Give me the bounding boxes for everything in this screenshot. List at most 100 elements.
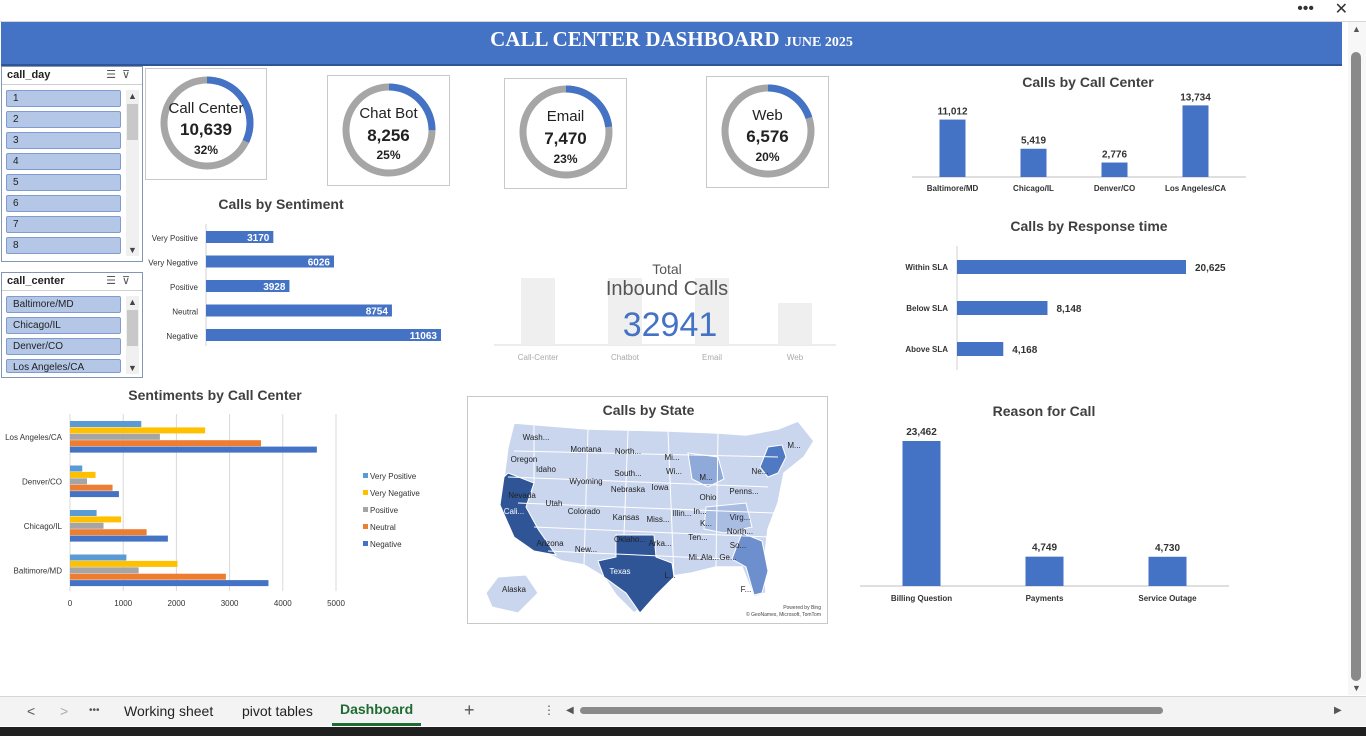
bar: [957, 260, 1186, 274]
map-label-layer: Wash... Montana North... Mi... Oregon Idaho So…: [478, 417, 823, 617]
state-label: Cali...: [503, 507, 525, 516]
state-label: Virg...: [729, 513, 751, 522]
map-credit-geo: © GeoNames, Microsoft, TomTom: [746, 612, 821, 618]
kpi-label: Chat Bot: [359, 105, 418, 122]
bar: [70, 560, 178, 567]
scroll-thumb[interactable]: [127, 310, 138, 346]
state-label: Ne...: [751, 467, 769, 476]
state-label: Utah: [545, 499, 563, 508]
bar: [70, 529, 147, 536]
slicer-scrollbar[interactable]: ▲ ▼: [126, 90, 139, 256]
vertical-scroll-thumb[interactable]: [1351, 52, 1361, 681]
state-label: Colorado: [567, 507, 601, 516]
california-region[interactable]: [499, 472, 558, 556]
state-label: Arka...: [648, 539, 672, 548]
clear-filter-icon[interactable]: ⊽: [121, 275, 136, 287]
horizontal-scroll-thumb[interactable]: [580, 707, 1163, 714]
multi-select-icon[interactable]: ☰: [106, 69, 122, 81]
bar: [206, 255, 335, 268]
slicer-item[interactable]: Baltimore/MD: [6, 296, 121, 313]
kpi-card-chat-bot: Chat Bot 8,256 25%: [327, 75, 450, 186]
bar: [70, 484, 113, 491]
bar: [957, 301, 1048, 315]
bar: [70, 522, 104, 529]
ring-arc: [519, 85, 613, 179]
scroll-up-icon[interactable]: ▲: [128, 297, 137, 307]
data-label: 11,012: [937, 107, 967, 118]
call-center-chart-title: Calls by Call Center: [1022, 74, 1154, 90]
alaska-region[interactable]: [485, 574, 539, 614]
next-sheet-icon[interactable]: >: [60, 703, 69, 719]
scroll-thumb[interactable]: [127, 104, 138, 140]
slicer-item[interactable]: 1: [6, 90, 121, 107]
scroll-right-icon[interactable]: ▶: [1334, 705, 1342, 716]
data-label: 2,776: [1102, 150, 1127, 161]
kpi-value: 7,470: [544, 129, 587, 148]
slicer-item[interactable]: 4: [6, 153, 121, 170]
tick-label: 3000: [221, 599, 239, 608]
florida-region[interactable]: [731, 532, 769, 596]
scroll-up-icon[interactable]: ▲: [1352, 24, 1361, 34]
dashboard-title: CALL CENTER DASHBOARD: [490, 27, 780, 51]
state-label: Ala...: [700, 553, 720, 562]
tab-options-icon[interactable]: ⋮: [543, 703, 555, 717]
slicer-item[interactable]: 6: [6, 195, 121, 212]
tab-pivot-tables[interactable]: pivot tables: [242, 703, 313, 719]
bar: [70, 433, 160, 440]
clear-filter-icon[interactable]: ⊽: [121, 69, 136, 81]
prev-sheet-icon[interactable]: <: [27, 703, 36, 719]
bar: [70, 440, 261, 447]
slicer-item[interactable]: Los Angeles/CA: [6, 359, 121, 373]
category-label: Very Positive: [152, 234, 199, 243]
category-label: Chicago/IL: [24, 522, 63, 531]
slicer-item[interactable]: 3: [6, 132, 121, 149]
bar: [206, 280, 290, 292]
category-label: Billing Question: [891, 594, 952, 603]
more-options-icon[interactable]: •••: [1297, 0, 1314, 17]
multi-select-icon[interactable]: ☰: [106, 275, 122, 287]
state-label: Nevada: [508, 491, 536, 500]
us-map[interactable]: [478, 417, 823, 617]
state-label: Ohio: [699, 493, 717, 502]
bar: [70, 510, 97, 516]
bar: [939, 119, 966, 177]
data-label: 4,168: [1012, 345, 1037, 356]
total-inbound-value: 32941: [622, 306, 718, 344]
slicer-item[interactable]: Chicago/IL: [6, 317, 121, 334]
state-label: Alaska: [501, 585, 526, 594]
bar: [70, 465, 83, 472]
slicer-item[interactable]: 7: [6, 216, 121, 233]
great-lakes-region[interactable]: [687, 452, 725, 488]
slicer-item[interactable]: 2: [6, 111, 121, 128]
slicer-item[interactable]: 8: [6, 237, 121, 254]
scroll-left-icon[interactable]: ◀: [566, 705, 574, 716]
scroll-down-icon[interactable]: ▼: [128, 363, 137, 373]
kpi-ring: [342, 83, 436, 177]
tab-dashboard[interactable]: Dashboard: [332, 697, 422, 726]
slicer-call-day[interactable]: call_day ☰⊽ 1 2 3 4 5 6 7 8 ▲ ▼: [1, 66, 143, 262]
scroll-down-icon[interactable]: ▼: [128, 245, 137, 255]
scroll-up-icon[interactable]: ▲: [128, 91, 137, 101]
kpi-label: Email: [546, 108, 585, 125]
bar: [1020, 148, 1047, 177]
response-time-chart: 20,625 Within SLA 8,148 Below SLA 4,168 Above…: [905, 246, 1226, 370]
slicer-item[interactable]: 5: [6, 174, 121, 191]
state-label: L...: [664, 571, 676, 580]
category-label: Los Angeles/CA: [1165, 184, 1226, 193]
slicer-scrollbar[interactable]: ▲ ▼: [126, 296, 139, 374]
map-chart-frame: Calls by State Wash... Montana North... Mi.…: [467, 396, 828, 624]
tab-working-sheet[interactable]: Working sheet: [124, 703, 214, 719]
data-label: 8754: [366, 307, 389, 318]
more-sheets-icon[interactable]: •••: [89, 705, 100, 716]
add-sheet-button[interactable]: +: [464, 700, 475, 720]
bar: [206, 304, 392, 317]
slicer-item[interactable]: Denver/CO: [6, 338, 121, 355]
kpi-ring: [160, 76, 254, 170]
bar: [1148, 556, 1187, 586]
new-york-region[interactable]: [759, 444, 787, 478]
state-label: North...: [726, 527, 754, 536]
kpi-value: 6,576: [746, 127, 789, 146]
scroll-down-icon[interactable]: ▼: [1352, 683, 1361, 693]
slicer-call-center[interactable]: call_center ☰⊽ Baltimore/MD Chicago/IL D…: [1, 272, 143, 378]
close-icon[interactable]: ✕: [1334, 1, 1348, 18]
